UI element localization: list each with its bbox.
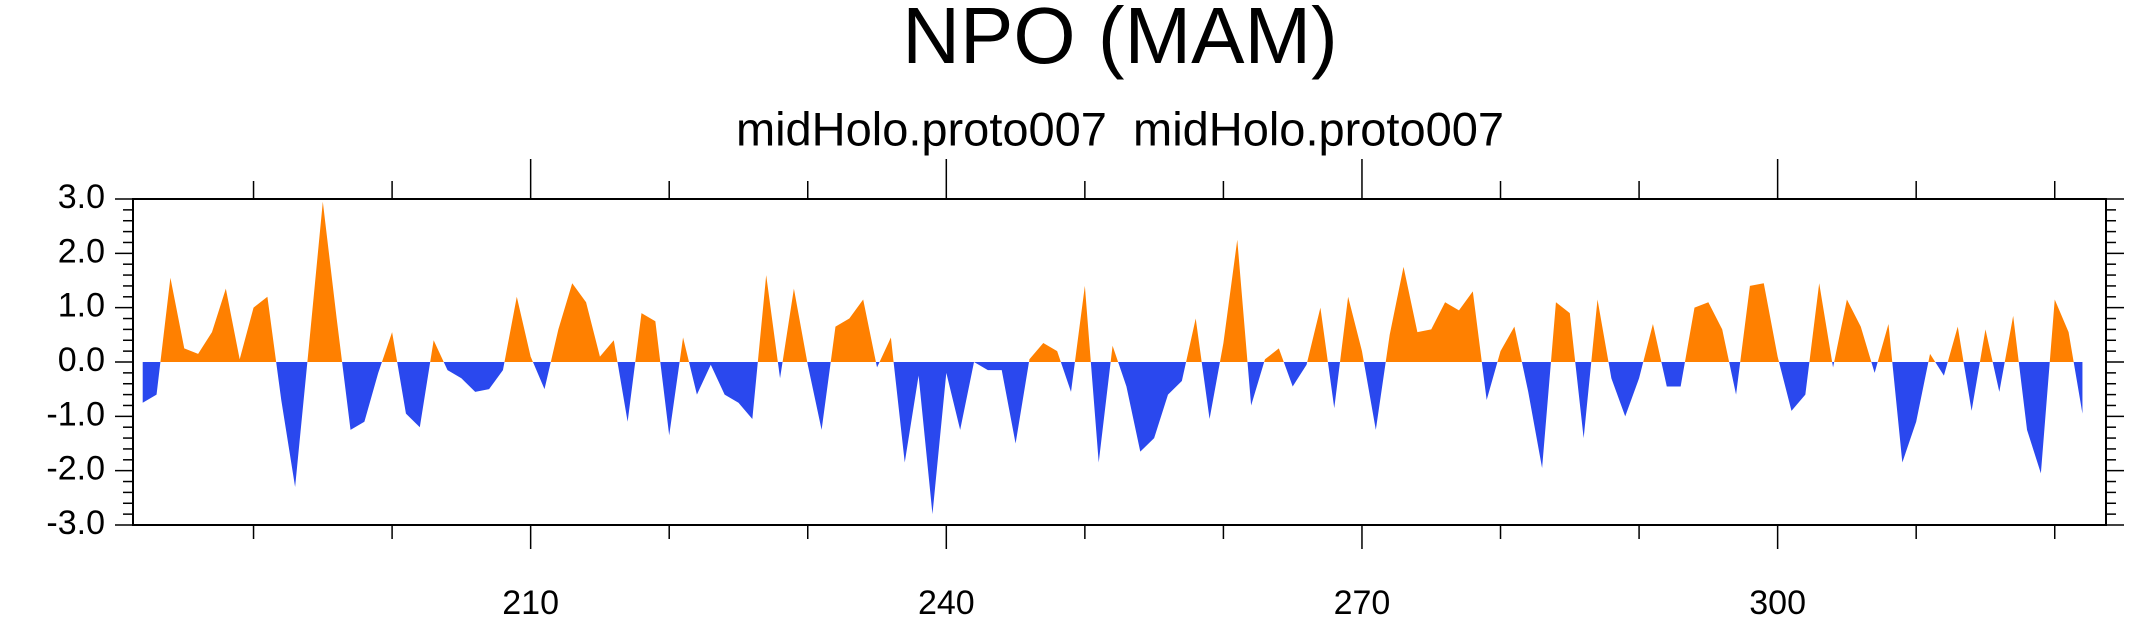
x-tick-label: 210 — [502, 584, 559, 622]
y-tick-label: -3.0 — [46, 504, 105, 542]
y-tick-label: 1.0 — [58, 287, 105, 325]
chart-title: NPO (MAM) — [902, 0, 1338, 80]
y-tick-label: 3.0 — [58, 178, 105, 216]
y-tick-label: 0.0 — [58, 341, 105, 379]
y-tick-label: 2.0 — [58, 232, 105, 270]
y-tick-label: -2.0 — [46, 450, 105, 488]
y-tick-label: -1.0 — [46, 395, 105, 433]
chart-subtitle: midHolo.proto007 midHolo.proto007 — [736, 102, 1504, 155]
x-tick-label: 240 — [918, 584, 975, 622]
area-negative — [142, 362, 2083, 515]
x-tick-label: 300 — [1749, 584, 1806, 622]
x-tick-label: 270 — [1334, 584, 1391, 622]
area-positive — [142, 201, 2083, 362]
